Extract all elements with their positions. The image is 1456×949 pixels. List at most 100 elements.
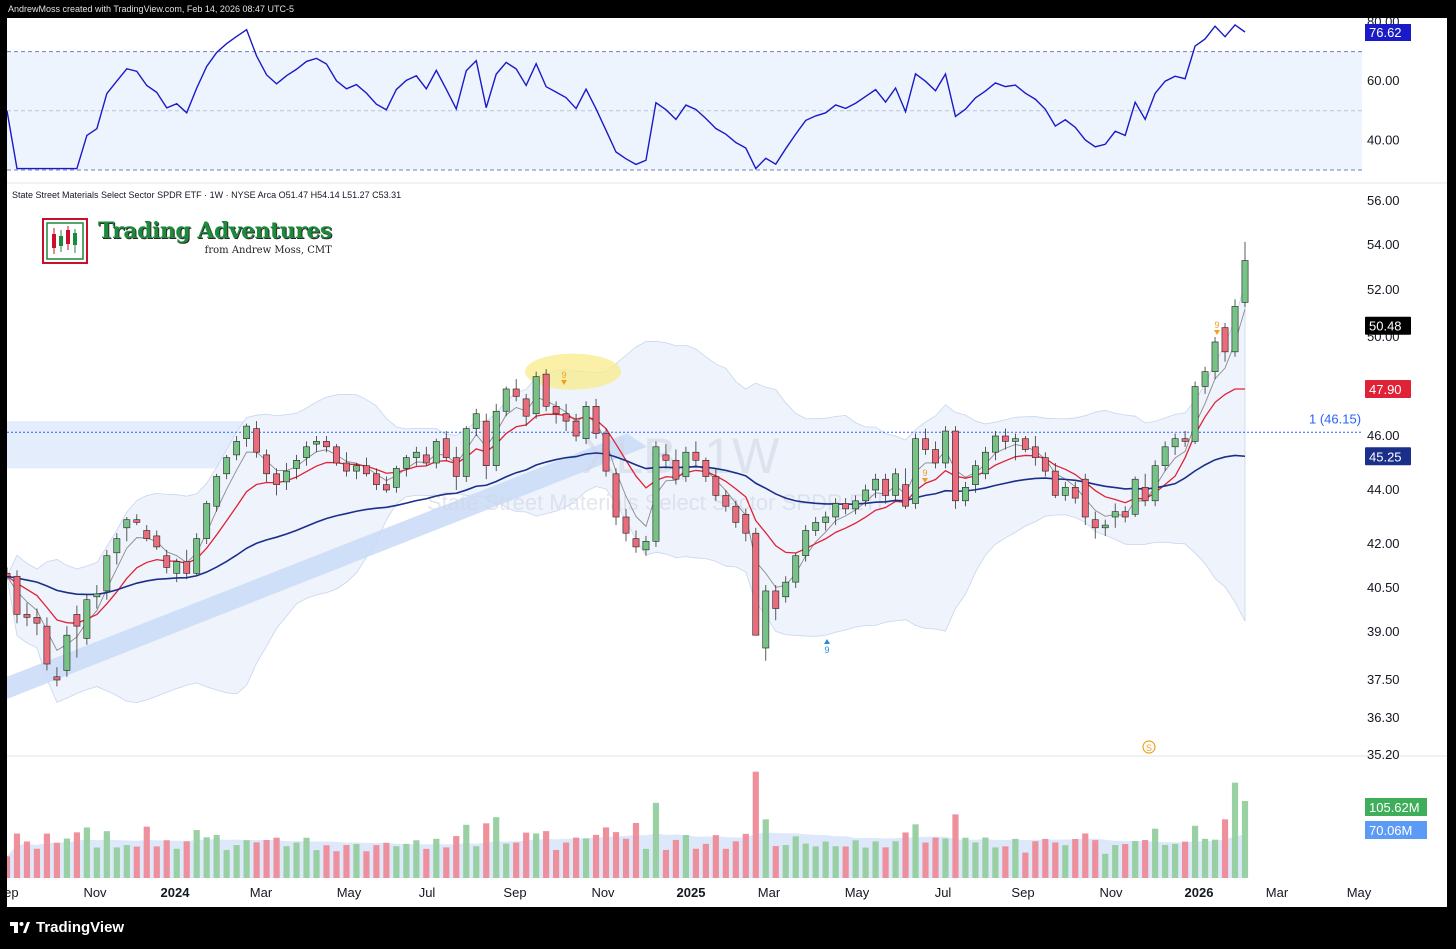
candle-body [692,451,700,461]
candle-body [442,438,450,458]
volume-bar [942,838,949,878]
candle [592,398,600,439]
candle [472,408,480,436]
volume-bar [393,846,400,878]
candle-body [1001,435,1009,442]
volume-badge [1365,798,1427,816]
tradingview-logo[interactable]: TradingView [10,919,124,936]
volume-bar [792,836,799,878]
candle [722,490,730,512]
volume-bar [982,837,989,878]
chart-panel[interactable]: State Street Materials Select Sector SPD… [7,18,1447,907]
volume-bar [1191,825,1199,878]
td-count-label: 9 [922,468,927,478]
candle-body [353,465,360,472]
candle-body [882,478,889,496]
volume-bar [543,831,550,878]
candle [1171,433,1179,455]
candle [113,533,121,565]
candle [772,585,780,621]
rsi-pane [7,24,1362,171]
candle [952,426,959,509]
candle [562,403,570,432]
volume-bar [493,817,500,878]
candle-body [542,373,550,407]
candle-body [203,503,211,539]
candle-body [462,428,470,477]
chart-canvas[interactable]: State Street Materials Select Sector SPD… [7,18,1447,907]
candle [902,468,909,509]
candle-body [532,376,540,415]
candle-body [822,516,830,523]
candle [373,468,380,490]
volume-bar [782,845,789,878]
price-tick-label: 44.00 [1367,482,1400,497]
volume-bar [423,848,430,878]
candle-body [942,430,949,464]
candle-body [412,451,420,458]
candle [63,626,71,677]
volume-bar [822,841,829,878]
volume-badge-label: 105.62M [1369,800,1420,815]
candle [323,436,330,453]
candle [1241,241,1249,308]
candle [1131,476,1139,517]
candle [842,498,850,515]
candle [1021,436,1029,453]
price-tick-label: 56.00 [1367,193,1400,208]
td-count-arrow [824,639,830,644]
candle [13,570,21,624]
candle-body [1191,386,1199,442]
candle-body [572,420,580,437]
candle [872,473,879,499]
volume-bar [463,824,470,878]
event-marker-label: S [1146,743,1152,753]
candle-body [702,459,710,477]
volume-bar [63,838,70,878]
candle [53,667,61,687]
candle-body [223,457,231,475]
volume-bar [922,842,929,878]
volume-bar [1211,839,1219,878]
candle-body [952,430,959,502]
candle-body [333,446,340,464]
volume-bar [1052,842,1059,878]
candle-body [392,468,400,488]
volume-bar [672,839,680,878]
volume-bar [43,833,51,878]
candle-body [472,413,480,429]
volume-bar [1082,833,1089,878]
candle [33,608,41,636]
candle [752,527,760,636]
candle-body [193,538,201,574]
volume-bar [732,841,739,878]
candle-body [43,625,51,665]
candle [1121,506,1129,523]
price-badge-label: 45.25 [1369,449,1402,464]
candle-body [992,435,999,453]
candle [1041,452,1049,477]
candle [382,476,390,493]
candle-body [1201,371,1209,387]
candle [802,525,810,562]
volume-bar [223,849,230,878]
price-tick-label: 46.00 [1367,428,1400,443]
volume-bar [622,838,630,878]
brand-subtitle: from Andrew Moss, CMT [204,245,332,256]
volume-bar [303,837,310,878]
chart-header-text: AndrewMoss created with TradingView.com,… [8,4,294,14]
volume-bar [473,846,480,878]
candle-body [612,473,620,518]
candle [1141,473,1149,507]
volume-bar [1152,828,1159,878]
candle [892,468,899,501]
volume-bar [313,850,320,878]
candle [512,379,520,402]
candle [992,431,999,461]
volume-bar [83,827,90,878]
candle-body [632,538,640,548]
price-tick-label: 52.00 [1367,282,1400,297]
candle [1001,428,1009,450]
price-tick-label: 40.50 [1367,580,1400,595]
volume-bar [992,847,999,878]
